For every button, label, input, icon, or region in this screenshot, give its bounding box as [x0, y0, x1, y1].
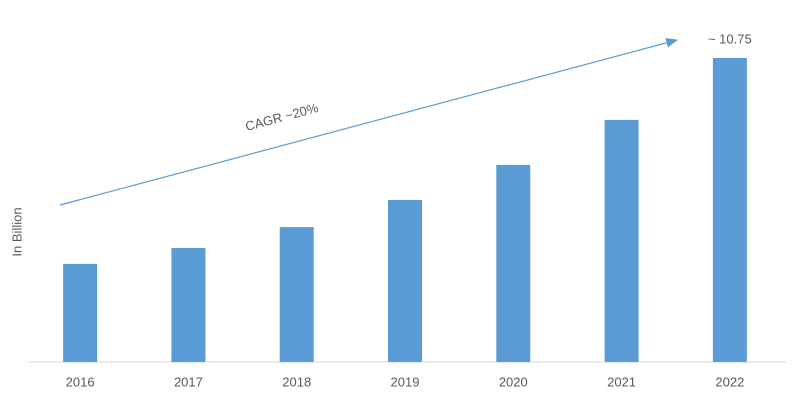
bar — [279, 227, 314, 362]
x-tick-label: 2019 — [391, 374, 420, 389]
annotation: CAGR ~20% — [244, 100, 321, 134]
bar — [63, 263, 98, 362]
bar — [712, 58, 747, 362]
x-tick-label: 2018 — [282, 374, 311, 389]
value-label: ~ 10.75 — [708, 31, 752, 46]
bar — [388, 199, 422, 362]
bar — [171, 248, 206, 362]
x-tick-label: 2021 — [607, 374, 636, 389]
bar — [496, 164, 531, 362]
y-axis-label: In Billion — [9, 207, 24, 256]
x-tick-label: 2022 — [715, 374, 744, 389]
bar — [604, 119, 639, 363]
x-tick-label: 2016 — [66, 374, 95, 389]
x-tick-label: 2020 — [499, 374, 528, 389]
trend-arrow — [59, 38, 679, 206]
x-tick-label: 2017 — [174, 374, 203, 389]
